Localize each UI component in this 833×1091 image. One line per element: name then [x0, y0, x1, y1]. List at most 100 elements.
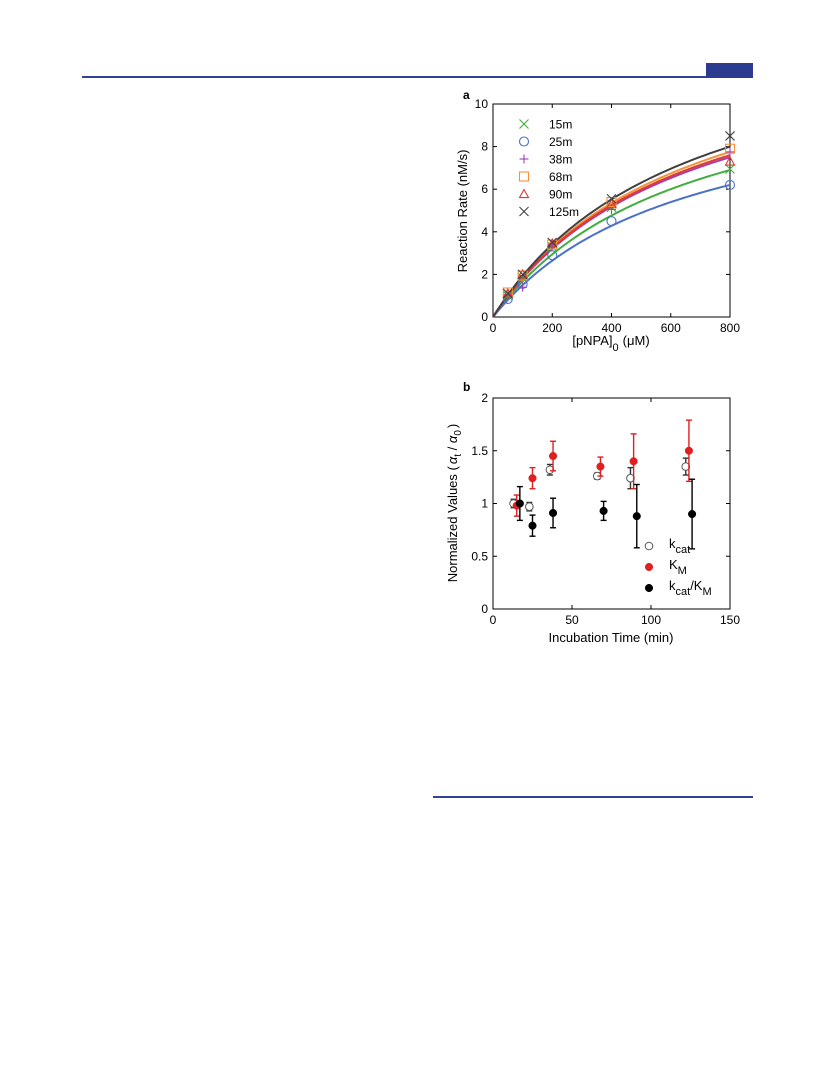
legend-label-15m: 15m [549, 118, 572, 132]
panel-a-x-tick-label: 800 [720, 321, 740, 335]
data-point-68m [724, 143, 736, 154]
data-point-90m-shape [517, 268, 529, 279]
data-point-38m [725, 147, 735, 157]
panel-a: a 0 200 400 600 800 0 2 4 6 8 10 15m 25m 38m 68m 90m 12… [455, 88, 740, 354]
panel-a-data-points [502, 131, 736, 304]
data-point-kcat-shape [525, 502, 534, 511]
data-point-KM [548, 451, 558, 461]
data-point-125m-stroke [547, 237, 558, 248]
data-point-125m-stroke [606, 193, 617, 204]
legend-marker-kcat/KM [644, 583, 654, 593]
panel-b-y-label-sub-t: t [453, 454, 464, 457]
panel-b-y-tick-label: 1 [481, 497, 488, 511]
legend-marker-15m-stroke [519, 119, 529, 129]
panel-a-x-label-main: [pNPA] [572, 333, 612, 348]
panel-a-x-tick-label: 600 [661, 321, 681, 335]
panel-b-data-points [509, 419, 697, 550]
panel-a-x-axis-label: [pNPA]0 (μM) [572, 333, 649, 354]
panel-b-y-tick-label: 1.5 [471, 444, 488, 458]
data-point-90m-shape [606, 198, 617, 209]
data-point-KM-shape [684, 446, 693, 455]
data-point-kcat/KM-shape [632, 512, 641, 521]
panel-a-axes: 0 200 400 600 800 0 2 4 6 8 10 [475, 97, 741, 335]
panel-a-y-tick-label: 10 [475, 97, 489, 111]
panel-b-y-label-main: Normalized Values ( [445, 465, 460, 582]
data-point-15m [725, 164, 735, 174]
data-point-125m [725, 131, 735, 141]
data-point-25m-shape [547, 250, 558, 261]
data-point-125m [606, 193, 617, 204]
data-point-kcat/KM [599, 506, 608, 515]
legend-label-rest: /K [690, 578, 703, 593]
panel-a-x-label-unit: (μM) [623, 333, 650, 348]
panel-b-y-label-alpha-0: α [445, 435, 460, 443]
data-point-90m [517, 268, 529, 279]
data-point-125m-stroke [517, 269, 528, 280]
legend-marker-15m [519, 119, 529, 129]
data-point-kcat/KM [632, 512, 641, 521]
data-point-KM [629, 457, 638, 466]
data-point-kcat/KM-shape [515, 499, 524, 508]
data-point-38m [518, 282, 528, 292]
header-page-tab [706, 63, 753, 78]
data-point-25m [724, 179, 736, 190]
legend-label-main: k [669, 536, 676, 551]
data-point-125m-stroke [502, 288, 513, 299]
legend-label-68m: 68m [549, 170, 572, 184]
data-point-KM [596, 462, 605, 471]
data-point-90m-shape [724, 155, 736, 166]
legend-label-KM: KM [669, 557, 687, 577]
panel-a-y-tick-label: 8 [481, 140, 488, 154]
legend-marker-25m-shape [518, 136, 530, 147]
legend-marker-KM [644, 562, 654, 572]
legend-label-main: K [669, 557, 678, 572]
legend-label-kcat/KM: kcat/KM [669, 578, 712, 598]
legend-label-sub: M [678, 565, 687, 577]
panel-b-y-tick-label: 0.5 [471, 549, 488, 563]
panel-a-y-axis-label: Reaction Rate (nM/s) [455, 150, 470, 273]
panel-a-label: a [463, 88, 470, 102]
panel-b-y-label-close: ) [445, 424, 460, 428]
data-point-KM-shape [528, 474, 537, 483]
data-point-125m [502, 288, 513, 299]
panel-a-y-tick-label: 0 [481, 310, 488, 324]
data-point-15m-stroke [725, 164, 735, 174]
panel-a-x-tick-label: 200 [542, 321, 562, 335]
panel-b-x-tick-label: 0 [490, 613, 497, 627]
data-point-kcat/KM-shape [688, 510, 697, 519]
data-point-90m [546, 237, 558, 248]
data-point-KM [684, 446, 693, 455]
panel-a-y-tick-label: 4 [481, 225, 488, 239]
legend-label-90m: 90m [549, 188, 572, 202]
legend-marker-kcat-shape [644, 541, 654, 551]
data-point-kcat/KM-shape [548, 508, 558, 518]
panel-a-x-tick-label: 400 [601, 321, 621, 335]
panel-a-y-tick-label: 6 [481, 182, 488, 196]
panel-a-y-tick-label: 2 [481, 267, 488, 281]
data-point-kcat/KM [515, 499, 524, 508]
legend-marker-25m [518, 136, 530, 147]
legend-marker-90m [518, 188, 530, 199]
data-point-25m-shape [606, 216, 617, 227]
legend-marker-68m-shape [518, 171, 530, 182]
panel-b-y-label-div: / [445, 443, 460, 454]
data-point-125m [517, 269, 528, 280]
data-point-90m-shape [546, 237, 558, 248]
data-point-KM [528, 474, 537, 483]
data-point-90m [502, 287, 514, 298]
panel-a-x-tick-label: 0 [490, 321, 497, 335]
legend-label-main: k [669, 578, 676, 593]
legend-label-25m: 25m [549, 135, 572, 149]
panel-b-x-tick-label: 100 [641, 613, 661, 627]
data-point-90m-shape [502, 287, 514, 298]
data-point-kcat/KM [548, 508, 558, 518]
panel-b-y-label-sub-0: 0 [453, 430, 464, 436]
data-point-kcat/KM-shape [528, 521, 537, 530]
panel-b-x-tick-label: 50 [565, 613, 579, 627]
legend-marker-KM-shape [644, 562, 654, 572]
data-point-68m-shape [724, 143, 736, 154]
panel-b-y-axis-label: Normalized Values (αt / α0) [445, 424, 464, 582]
header-rule [82, 76, 753, 78]
legend-marker-125m [519, 206, 529, 217]
legend-marker-68m [518, 171, 530, 182]
